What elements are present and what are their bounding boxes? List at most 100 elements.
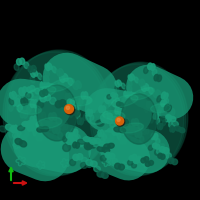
Ellipse shape (33, 100, 38, 108)
Ellipse shape (37, 73, 42, 80)
Ellipse shape (111, 95, 138, 107)
Ellipse shape (73, 82, 78, 89)
Ellipse shape (132, 135, 136, 142)
Ellipse shape (40, 82, 46, 90)
Ellipse shape (113, 127, 117, 134)
Ellipse shape (68, 93, 72, 100)
Ellipse shape (78, 139, 85, 144)
Ellipse shape (137, 158, 142, 162)
Ellipse shape (73, 129, 78, 136)
Ellipse shape (100, 155, 106, 161)
Ellipse shape (63, 74, 68, 81)
Ellipse shape (148, 63, 152, 70)
Ellipse shape (164, 104, 169, 111)
Ellipse shape (114, 127, 121, 132)
Ellipse shape (115, 86, 119, 92)
Ellipse shape (17, 95, 23, 103)
Ellipse shape (161, 154, 165, 159)
Ellipse shape (30, 71, 35, 77)
Ellipse shape (154, 110, 158, 117)
Ellipse shape (28, 122, 33, 130)
Ellipse shape (94, 166, 100, 172)
Ellipse shape (11, 125, 15, 133)
Ellipse shape (141, 79, 145, 85)
Ellipse shape (75, 111, 80, 116)
Ellipse shape (73, 142, 77, 148)
Ellipse shape (103, 134, 107, 141)
Ellipse shape (28, 92, 33, 100)
Ellipse shape (87, 97, 91, 104)
Ellipse shape (104, 111, 108, 118)
Ellipse shape (80, 162, 87, 168)
Ellipse shape (42, 77, 47, 83)
Ellipse shape (140, 90, 145, 97)
Ellipse shape (20, 110, 25, 118)
Ellipse shape (102, 147, 110, 152)
Ellipse shape (49, 113, 54, 121)
Ellipse shape (91, 120, 95, 127)
Ellipse shape (124, 91, 129, 99)
Ellipse shape (63, 144, 71, 152)
Ellipse shape (161, 116, 167, 121)
Ellipse shape (115, 81, 119, 87)
Ellipse shape (145, 127, 149, 134)
Ellipse shape (30, 124, 34, 131)
Ellipse shape (88, 138, 96, 143)
Ellipse shape (50, 97, 56, 104)
Ellipse shape (5, 51, 109, 175)
Ellipse shape (24, 62, 29, 69)
Ellipse shape (56, 127, 60, 134)
Ellipse shape (105, 152, 111, 158)
Ellipse shape (63, 136, 67, 142)
Ellipse shape (18, 126, 25, 131)
Ellipse shape (60, 75, 65, 82)
Ellipse shape (36, 134, 40, 141)
Ellipse shape (30, 116, 35, 124)
Ellipse shape (38, 112, 43, 120)
Ellipse shape (7, 50, 111, 174)
Ellipse shape (125, 118, 129, 125)
Ellipse shape (48, 78, 74, 92)
Ellipse shape (81, 92, 85, 99)
Ellipse shape (9, 104, 13, 111)
Ellipse shape (66, 137, 74, 145)
Ellipse shape (160, 124, 163, 130)
Ellipse shape (59, 69, 64, 75)
Ellipse shape (128, 160, 132, 165)
Ellipse shape (67, 133, 71, 141)
Ellipse shape (37, 101, 44, 108)
Ellipse shape (135, 131, 139, 137)
Ellipse shape (33, 97, 38, 105)
Ellipse shape (155, 150, 160, 155)
Ellipse shape (138, 131, 142, 138)
Ellipse shape (77, 103, 81, 110)
Ellipse shape (23, 110, 28, 118)
Ellipse shape (28, 66, 33, 73)
Ellipse shape (115, 107, 119, 114)
Ellipse shape (109, 153, 115, 159)
Ellipse shape (86, 161, 92, 167)
Ellipse shape (157, 75, 162, 82)
Ellipse shape (67, 99, 72, 104)
Ellipse shape (115, 122, 119, 129)
Ellipse shape (136, 97, 141, 104)
Ellipse shape (117, 102, 121, 106)
Ellipse shape (49, 86, 54, 94)
Ellipse shape (83, 114, 87, 120)
Ellipse shape (58, 132, 62, 139)
Ellipse shape (39, 133, 43, 141)
Ellipse shape (55, 101, 62, 108)
Ellipse shape (94, 62, 188, 174)
Ellipse shape (108, 139, 112, 145)
Ellipse shape (78, 139, 85, 146)
Ellipse shape (144, 84, 149, 90)
Ellipse shape (44, 125, 49, 133)
Ellipse shape (105, 113, 112, 120)
Ellipse shape (82, 157, 88, 164)
Ellipse shape (107, 95, 111, 99)
Ellipse shape (44, 75, 49, 82)
Ellipse shape (120, 113, 124, 120)
Ellipse shape (23, 135, 27, 142)
Ellipse shape (71, 105, 76, 110)
Ellipse shape (152, 106, 155, 112)
